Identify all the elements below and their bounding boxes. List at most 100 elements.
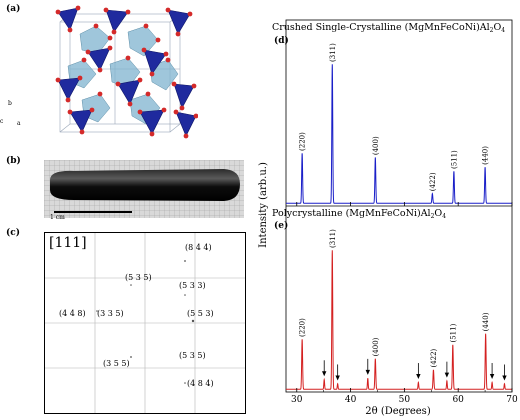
bottom-series-line xyxy=(286,250,512,390)
oxygen-atom xyxy=(175,31,181,37)
oxygen-atom xyxy=(127,101,133,107)
oxygen-atom xyxy=(75,5,81,11)
xrd-chart: (220) (311) (400) (422) (511) (440) (220) (311… xyxy=(258,19,518,417)
oxygen-atom xyxy=(163,51,169,57)
top-series-title: Crushed Single-Crystalline (MgMnFeCoNi)A… xyxy=(272,22,505,34)
laue-spot-label: (5 3 5) xyxy=(179,351,206,360)
oxygen-atom xyxy=(85,49,91,55)
crystal-structure-image xyxy=(55,5,198,139)
xrd-top-series: (220) (311) (400) (422) (511) (440) xyxy=(286,43,512,204)
impurity-arrow xyxy=(365,358,370,375)
peak-label: (400) xyxy=(372,337,380,356)
axis-label-b: b xyxy=(8,100,12,107)
peak-label: (220) xyxy=(299,132,307,151)
impurity-arrow xyxy=(416,363,421,380)
peak-label: (311) xyxy=(329,43,337,62)
peak-label: (311) xyxy=(329,229,337,248)
xrd-bottom-series: (220) (311) (400) (422) (511) (440) xyxy=(286,229,512,390)
peak-label: (511) xyxy=(450,150,458,169)
panel-label-e: (e) xyxy=(274,220,288,231)
y-axis-label: Intensity (arb.u.) xyxy=(258,162,269,248)
oxygen-atom xyxy=(67,109,73,115)
oxygen-atom xyxy=(67,27,73,33)
panel-label-d: (d) xyxy=(274,35,289,46)
tetrahedra-layer xyxy=(57,7,197,137)
laue-spot-label: (5 3 5) xyxy=(125,273,152,282)
x-tick-label: 70 xyxy=(506,395,518,405)
oxygen-atom xyxy=(77,75,83,81)
laue-spot-label: (4 4 8) xyxy=(59,309,86,318)
oxygen-atom xyxy=(149,131,155,137)
oxygen-atoms xyxy=(55,5,198,139)
panel-label-c: (c) xyxy=(6,228,20,238)
oxygen-atom xyxy=(137,109,143,115)
peak-label: (400) xyxy=(372,136,380,155)
peak-label: (440) xyxy=(482,312,490,331)
panel-label-b: (b) xyxy=(6,156,21,166)
oxygen-atom xyxy=(145,91,151,97)
oxygen-atom xyxy=(179,105,185,111)
laue-spot-label: (5 3 3) xyxy=(179,281,206,290)
impurity-arrow-head xyxy=(365,369,370,375)
oxygen-atom xyxy=(107,35,113,41)
impurity-arrow xyxy=(502,364,507,381)
impurity-arrow-head xyxy=(416,374,421,380)
oxygen-atom xyxy=(55,77,61,83)
oxygen-atom xyxy=(115,81,121,87)
oxygen-atom xyxy=(149,71,155,77)
impurity-arrow-head xyxy=(335,375,340,381)
oxygen-atom xyxy=(103,7,109,13)
x-tick-label: 50 xyxy=(399,395,411,405)
impurity-arrow xyxy=(322,360,327,377)
crystal-rod xyxy=(50,169,240,201)
x-tick-label: 60 xyxy=(452,395,464,405)
x-tick-label: 30 xyxy=(291,395,303,405)
oxygen-atom xyxy=(125,55,131,61)
impurity-arrow-head xyxy=(444,372,450,378)
oxygen-atom xyxy=(111,29,117,35)
oxygen-atom xyxy=(125,9,131,15)
oxygen-atom xyxy=(155,37,161,43)
laue-spot-label: (5 5 3) xyxy=(187,309,214,318)
laue-pattern: [111] (8 4 4) (5 3 5) (5 3 3) (4 4 8) (3… xyxy=(44,232,246,414)
top-series-line xyxy=(286,64,512,204)
laue-zone-axis: [111] xyxy=(49,235,87,251)
oxygen-atom xyxy=(161,107,167,113)
peak-label: (422) xyxy=(429,172,437,191)
oxygen-atom xyxy=(165,7,171,13)
bottom-series-title: Polycrystalline (MgMnFeCoNi)Al2O4 xyxy=(272,208,446,220)
oxygen-atom xyxy=(187,11,193,17)
peak-label: (511) xyxy=(449,323,457,342)
oxygen-atom xyxy=(193,113,198,119)
peak-label: (220) xyxy=(299,318,307,337)
oxygen-atom xyxy=(97,67,103,73)
peak-label: (440) xyxy=(482,146,490,165)
oxygen-atom xyxy=(183,133,189,139)
axis-label-c: c xyxy=(0,118,4,125)
oxygen-atom xyxy=(65,97,71,103)
peak-label: (422) xyxy=(430,348,438,367)
impurity-arrow xyxy=(489,363,495,380)
impurity-arrow-head xyxy=(322,371,327,377)
xrd-x-ticks: 30 40 50 60 70 xyxy=(291,202,518,405)
oxygen-atom xyxy=(171,81,177,87)
oxygen-atom xyxy=(173,109,179,115)
impurity-arrow xyxy=(335,364,340,381)
oxygen-atom xyxy=(97,91,103,97)
x-tick-label: 40 xyxy=(345,395,357,405)
oxygen-atom xyxy=(143,23,149,29)
laue-grid xyxy=(45,233,245,413)
oxygen-atom xyxy=(165,57,171,63)
oxygen-atom xyxy=(191,83,197,89)
oxygen-atom xyxy=(107,45,113,51)
laue-spot-label: (4 8 4) xyxy=(187,379,214,388)
laue-spot-label: (3 5 5) xyxy=(103,359,130,368)
oxygen-atom xyxy=(93,23,99,29)
octahedra-layer xyxy=(67,25,179,125)
laue-spot-label: (8 4 4) xyxy=(185,243,212,252)
scale-bar-label: 1 cm xyxy=(50,214,65,221)
xrd-frame xyxy=(285,19,513,393)
oxygen-atom xyxy=(137,77,143,83)
laue-spot-label: (3 3 5) xyxy=(97,309,124,318)
oxygen-atom xyxy=(89,107,95,113)
